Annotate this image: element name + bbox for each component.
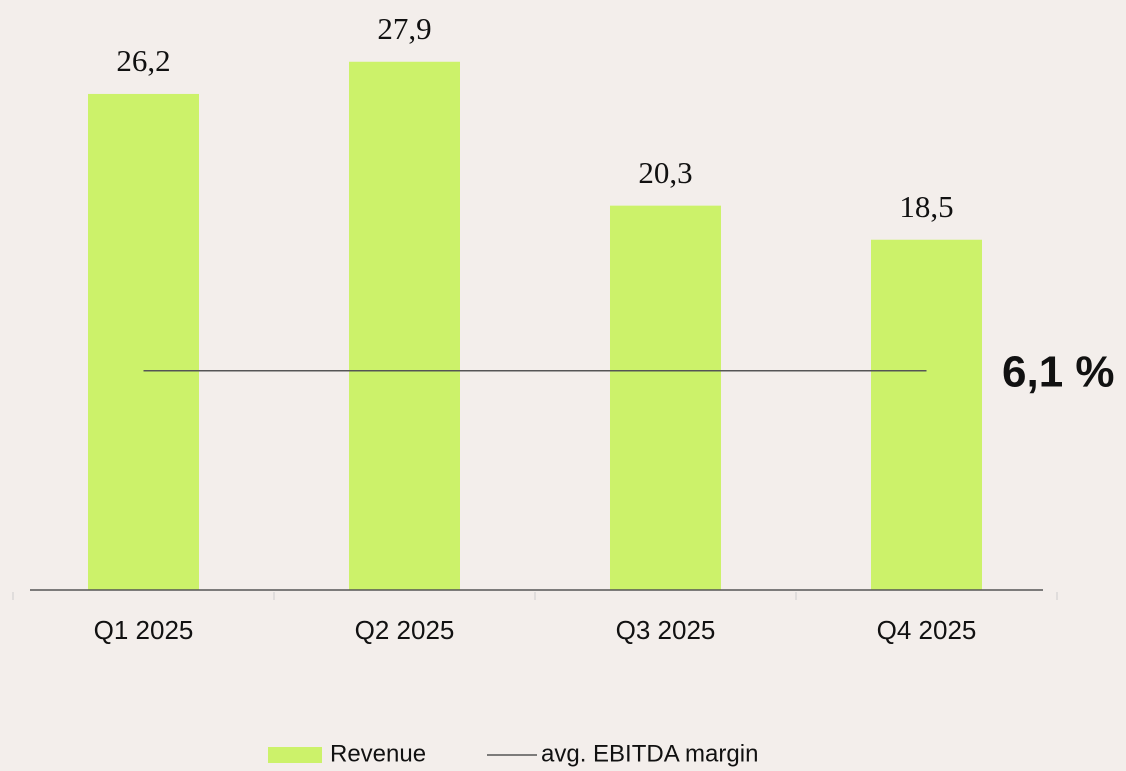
- value-label: 27,9: [377, 11, 431, 46]
- x-tick-label: Q1 2025: [94, 615, 194, 645]
- value-label: 18,5: [899, 189, 953, 224]
- x-tick-label: Q4 2025: [877, 615, 977, 645]
- legend-swatch: [268, 747, 322, 763]
- x-tick-label: Q2 2025: [355, 615, 455, 645]
- bar: [349, 61, 460, 590]
- bar: [88, 93, 199, 591]
- bar: [871, 239, 982, 590]
- legend-label: avg. EBITDA margin: [541, 740, 758, 767]
- value-label: 20,3: [638, 155, 692, 190]
- avg-label: 6,1 %: [1002, 347, 1115, 396]
- x-tick-label: Q3 2025: [616, 615, 716, 645]
- legend-label: Revenue: [330, 740, 426, 767]
- value-label: 26,2: [116, 43, 170, 78]
- bar: [610, 205, 721, 591]
